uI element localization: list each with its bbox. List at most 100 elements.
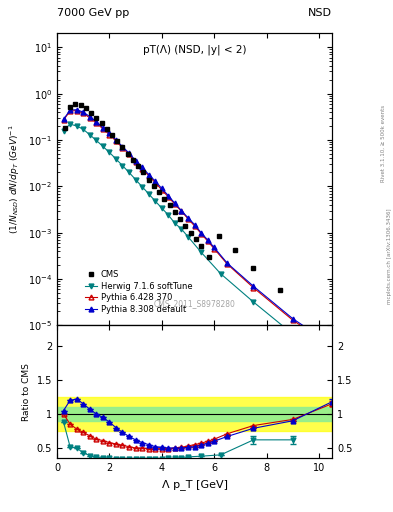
Herwig 7.1.6 softTune — [68, 121, 72, 127]
Herwig 7.1.6 softTune — [199, 249, 204, 255]
Pythia 8.308 default — [81, 109, 86, 115]
CMS — [251, 265, 256, 271]
Text: Rivet 3.1.10, ≥ 500k events: Rivet 3.1.10, ≥ 500k events — [381, 105, 386, 182]
Herwig 7.1.6 softTune — [107, 150, 112, 156]
Pythia 6.428 370 — [330, 344, 334, 350]
CMS — [141, 169, 146, 176]
CMS — [157, 189, 162, 196]
Herwig 7.1.6 softTune — [251, 299, 256, 305]
Pythia 6.428 370 — [127, 151, 131, 157]
CMS — [110, 132, 114, 138]
Herwig 7.1.6 softTune — [160, 205, 164, 211]
CMS — [115, 138, 119, 144]
CMS — [277, 287, 282, 293]
Text: CMS_2011_S8978280: CMS_2011_S8978280 — [154, 299, 235, 308]
Pythia 8.308 default — [74, 106, 79, 113]
Herwig 7.1.6 softTune — [81, 126, 86, 133]
Y-axis label: Ratio to CMS: Ratio to CMS — [22, 363, 31, 421]
Herwig 7.1.6 softTune — [127, 169, 131, 176]
Pythia 6.428 370 — [290, 317, 295, 323]
Pythia 8.308 default — [140, 164, 145, 170]
CMS — [120, 144, 125, 150]
Herwig 7.1.6 softTune — [219, 271, 223, 277]
Pythia 6.428 370 — [179, 208, 184, 215]
Pythia 6.428 370 — [146, 173, 151, 179]
Pythia 8.308 default — [330, 342, 334, 348]
Pythia 6.428 370 — [251, 285, 256, 291]
Herwig 7.1.6 softTune — [101, 143, 105, 150]
CMS — [146, 177, 151, 183]
Pythia 6.428 370 — [192, 223, 197, 229]
CMS — [233, 247, 237, 253]
Pythia 8.308 default — [133, 158, 138, 164]
Text: NSD: NSD — [308, 8, 332, 18]
Y-axis label: $(1/N_{NSD})\ dN/dp_T\ (GeV)^{-1}$: $(1/N_{NSD})\ dN/dp_T\ (GeV)^{-1}$ — [8, 124, 22, 234]
Herwig 7.1.6 softTune — [114, 156, 118, 162]
Pythia 8.308 default — [120, 143, 125, 150]
Pythia 6.428 370 — [81, 110, 86, 116]
Pythia 6.428 370 — [120, 145, 125, 151]
CMS — [162, 196, 167, 202]
Text: mcplots.cern.ch [arXiv:1306.3436]: mcplots.cern.ch [arXiv:1306.3436] — [387, 208, 391, 304]
Pythia 8.308 default — [212, 244, 217, 250]
Pythia 8.308 default — [160, 185, 164, 191]
Line: Pythia 6.428 370: Pythia 6.428 370 — [61, 108, 334, 349]
CMS — [136, 163, 141, 169]
Pythia 8.308 default — [68, 107, 72, 113]
Legend: CMS, Herwig 7.1.6 softTune, Pythia 6.428 370, Pythia 8.308 default: CMS, Herwig 7.1.6 softTune, Pythia 6.428… — [83, 269, 194, 315]
Bar — [57, 397, 332, 431]
Herwig 7.1.6 softTune — [290, 331, 295, 337]
Pythia 8.308 default — [114, 137, 118, 143]
Herwig 7.1.6 softTune — [74, 123, 79, 129]
Pythia 6.428 370 — [61, 117, 66, 123]
Pythia 8.308 default — [107, 131, 112, 137]
Pythia 8.308 default — [290, 315, 295, 322]
Pythia 6.428 370 — [114, 138, 118, 144]
Line: Herwig 7.1.6 softTune: Herwig 7.1.6 softTune — [61, 122, 295, 336]
Pythia 8.308 default — [153, 178, 158, 184]
CMS — [183, 223, 188, 229]
CMS — [199, 243, 204, 249]
Pythia 6.428 370 — [160, 187, 164, 193]
Pythia 6.428 370 — [74, 108, 79, 114]
Line: Pythia 8.308 default: Pythia 8.308 default — [61, 107, 334, 347]
CMS — [217, 233, 222, 239]
Herwig 7.1.6 softTune — [153, 198, 158, 204]
Bar — [57, 407, 332, 421]
Line: CMS: CMS — [62, 101, 282, 292]
Text: pT(Λ) (NSD, |y| < 2): pT(Λ) (NSD, |y| < 2) — [143, 45, 246, 55]
Pythia 6.428 370 — [153, 180, 158, 186]
Pythia 8.308 default — [166, 193, 171, 199]
CMS — [73, 101, 78, 107]
CMS — [83, 105, 88, 112]
Pythia 6.428 370 — [94, 120, 99, 126]
Herwig 7.1.6 softTune — [185, 233, 190, 240]
CMS — [99, 120, 104, 126]
Pythia 8.308 default — [94, 118, 99, 124]
Pythia 8.308 default — [185, 215, 190, 221]
Pythia 6.428 370 — [87, 115, 92, 121]
Pythia 8.308 default — [146, 172, 151, 178]
CMS — [173, 209, 177, 215]
Pythia 8.308 default — [199, 230, 204, 236]
X-axis label: Λ p_T [GeV]: Λ p_T [GeV] — [162, 479, 228, 489]
CMS — [62, 125, 67, 131]
CMS — [78, 102, 83, 109]
Pythia 6.428 370 — [133, 159, 138, 165]
Pythia 8.308 default — [127, 150, 131, 156]
CMS — [207, 254, 211, 260]
Pythia 6.428 370 — [205, 238, 210, 244]
CMS — [193, 236, 198, 242]
CMS — [105, 125, 109, 132]
Pythia 8.308 default — [173, 200, 177, 206]
Pythia 6.428 370 — [68, 108, 72, 114]
CMS — [125, 151, 130, 157]
CMS — [167, 202, 172, 208]
Herwig 7.1.6 softTune — [179, 226, 184, 232]
CMS — [89, 110, 94, 116]
Herwig 7.1.6 softTune — [87, 132, 92, 138]
CMS — [68, 104, 72, 110]
Herwig 7.1.6 softTune — [140, 184, 145, 190]
Pythia 6.428 370 — [212, 246, 217, 252]
Pythia 6.428 370 — [199, 230, 204, 237]
